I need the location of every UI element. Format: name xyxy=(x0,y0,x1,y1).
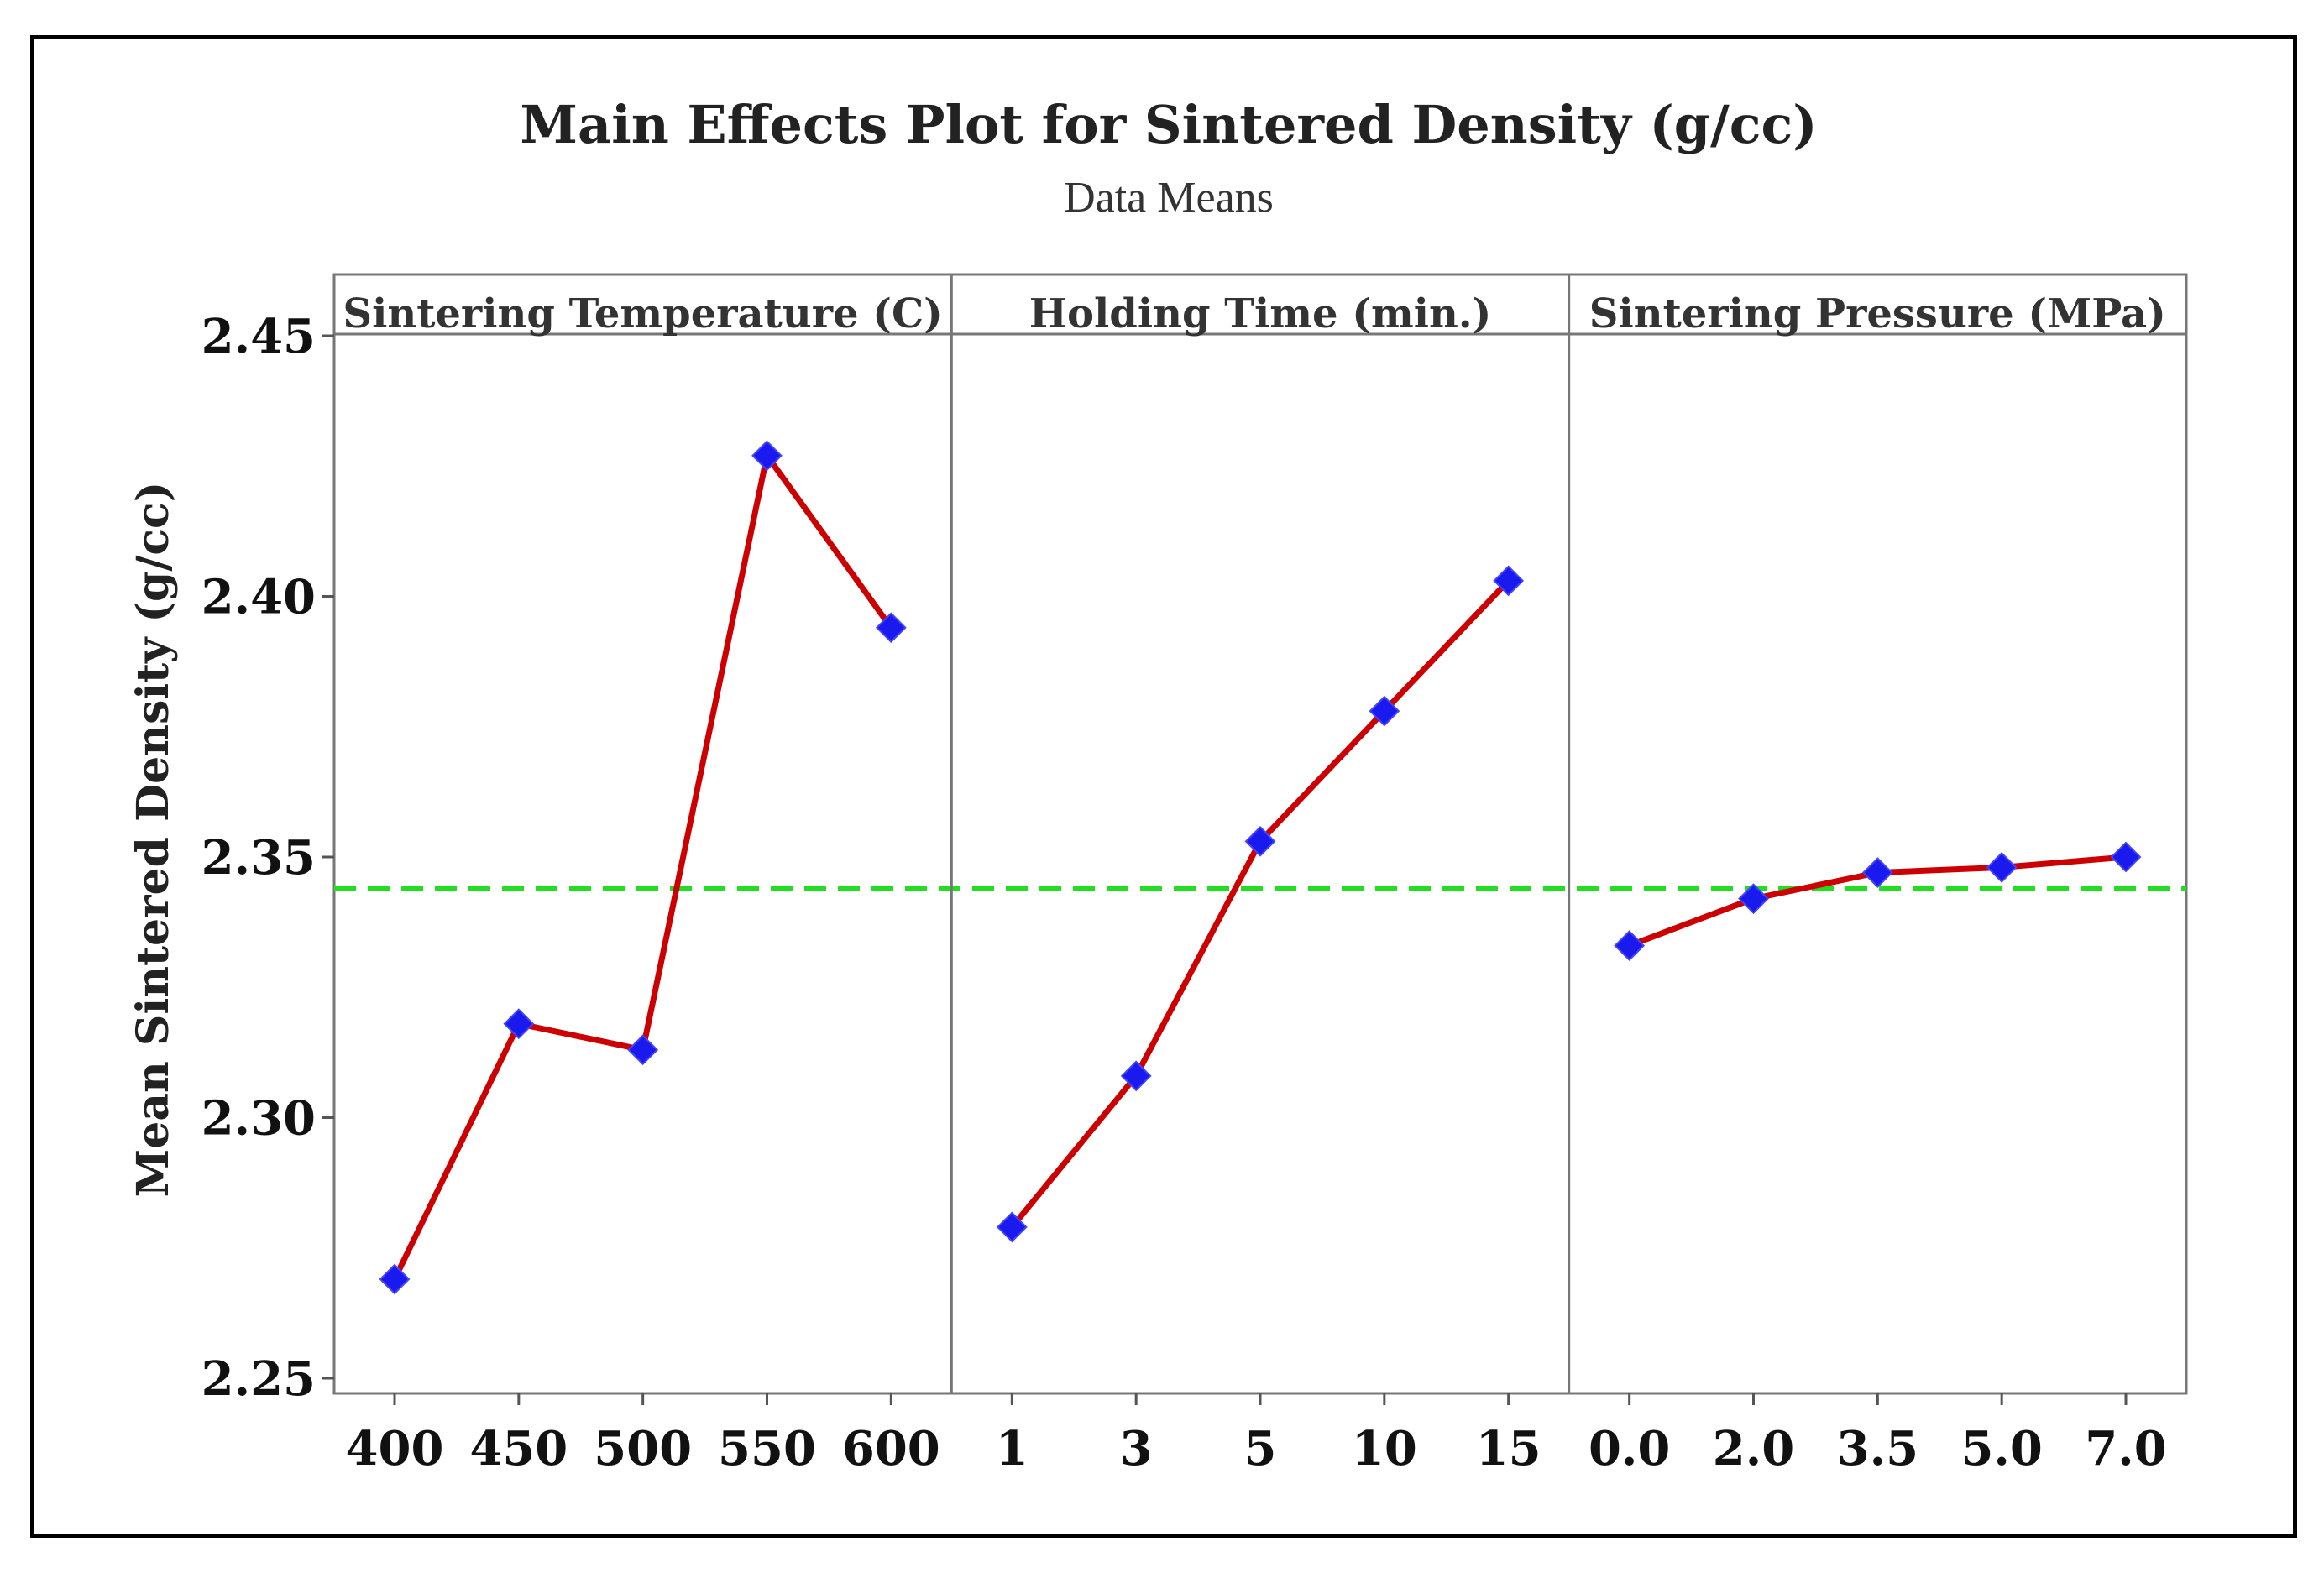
data-point-marker xyxy=(503,1008,535,1040)
data-point-marker xyxy=(1369,695,1400,727)
data-point-marker xyxy=(875,612,907,644)
chart-frame xyxy=(30,35,2297,1538)
x-tick-label: 600 xyxy=(842,1421,940,1476)
y-tick-label: 2.25 xyxy=(202,1351,316,1407)
x-tick-label: 10 xyxy=(1352,1421,1417,1476)
data-point-marker xyxy=(1861,857,1893,889)
panel-strip-label: Holding Time (min.) xyxy=(1029,290,1492,337)
y-tick-label: 2.30 xyxy=(202,1091,316,1147)
y-axis-label: Mean Sintered Density (g/cc) xyxy=(128,482,179,1198)
x-tick-label: 3 xyxy=(1120,1421,1153,1476)
chart-subtitle: Data Means xyxy=(1064,174,1274,222)
x-tick-label: 2.0 xyxy=(1713,1421,1794,1476)
x-tick-label: 15 xyxy=(1476,1421,1541,1476)
y-tick-label: 2.35 xyxy=(202,830,316,886)
x-tick-label: 1 xyxy=(996,1421,1029,1476)
x-tick-label: 7.0 xyxy=(2085,1421,2166,1476)
panel-strip-label: Sintering Pressure (MPa) xyxy=(1589,290,2166,337)
y-tick-label: 2.40 xyxy=(202,570,316,625)
series-line xyxy=(391,452,894,1281)
data-point-marker xyxy=(1244,825,1276,857)
panel-strip-label: Sintering Temperature (C) xyxy=(343,290,942,337)
data-point-marker xyxy=(379,1263,411,1295)
data-point-marker xyxy=(751,440,783,472)
data-point-marker xyxy=(996,1211,1028,1243)
data-point-marker xyxy=(1738,883,1769,915)
x-tick-label: 0.0 xyxy=(1589,1421,1670,1476)
x-tick-label: 5.0 xyxy=(1960,1421,2042,1476)
data-point-marker xyxy=(1614,930,1646,961)
x-tick-label: 5 xyxy=(1244,1421,1277,1476)
plot-area: 2.25 2.30 2.35 2.40 2.45 Sintering Temperatur… xyxy=(202,273,2188,1476)
x-tick-label: 450 xyxy=(469,1421,568,1476)
y-tick-label: 2.45 xyxy=(202,309,316,364)
data-point-marker xyxy=(2110,841,2142,873)
x-tick-label: 550 xyxy=(718,1421,816,1476)
x-tick-label: 3.5 xyxy=(1837,1421,1918,1476)
series-line xyxy=(1009,578,1511,1230)
data-point-marker xyxy=(1493,565,1525,597)
chart-title: Main Effects Plot for Sintered Density (… xyxy=(520,94,1817,155)
x-tick-label: 400 xyxy=(346,1421,444,1476)
data-point-marker xyxy=(627,1034,659,1066)
data-point-marker xyxy=(1986,852,2018,883)
x-tick-label: 500 xyxy=(594,1421,692,1476)
data-point-marker xyxy=(1120,1060,1152,1092)
